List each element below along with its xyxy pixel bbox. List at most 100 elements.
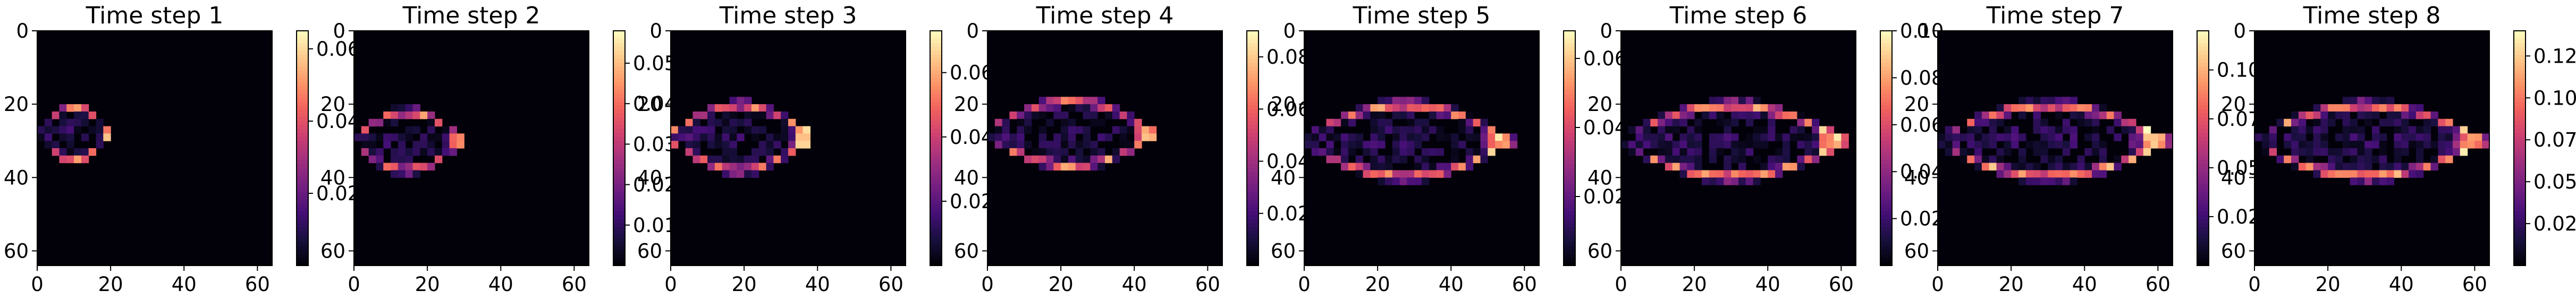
heatmap-cell [1038, 141, 1047, 149]
heatmap-cell [2409, 111, 2417, 119]
heatmap-cell [1996, 111, 2004, 119]
heatmap-cell [2135, 141, 2144, 149]
heatmap-cell [1348, 118, 1356, 127]
heatmap-cell [1414, 133, 1422, 141]
heatmap-cell [96, 118, 104, 127]
heatmap-cell [685, 148, 694, 156]
heatmap-cell [412, 148, 420, 156]
heatmap-cell [1046, 104, 1054, 112]
colorbar-segment [613, 50, 625, 55]
heatmap-cell [398, 104, 406, 112]
heatmap-cell [2379, 163, 2387, 171]
heatmap-cell [2040, 148, 2048, 156]
colorbar-segment [613, 113, 625, 117]
heatmap-cell [1061, 155, 1069, 164]
heatmap-cell [2445, 148, 2453, 156]
colorbar-segment [930, 234, 942, 239]
heatmap-cell [405, 170, 413, 178]
heatmap-cell [1716, 111, 1724, 119]
heatmap-cell [2328, 118, 2336, 127]
heatmap-cell [788, 118, 796, 127]
heatmap-cell [1974, 148, 1982, 156]
heatmap-cell [1745, 118, 1754, 127]
heatmap-cell [2335, 155, 2343, 164]
heatmap-cell [1819, 148, 1827, 156]
y-tick-label: 20 [954, 93, 979, 116]
panel-6: Time step 60 20 40 6002040600.020.040.060.0… [1587, 2, 1944, 296]
heatmap-cell [1061, 111, 1069, 119]
heatmap-cell [2025, 163, 2034, 171]
heatmap-cell [2401, 104, 2409, 112]
heatmap-cell [1429, 126, 1437, 134]
colorbar-segment [613, 234, 625, 239]
heatmap-cell [354, 133, 362, 141]
colorbar-segment [1247, 179, 1259, 184]
heatmap-cell [1053, 104, 1061, 112]
heatmap-cell [1775, 170, 1783, 178]
colorbar-segment [1247, 144, 1259, 149]
heatmap-cell [766, 155, 774, 164]
heatmap-cell [788, 141, 796, 149]
heatmap-cell [2313, 170, 2321, 178]
heatmap-cell [729, 118, 737, 127]
heatmap-cell [714, 104, 723, 112]
heatmap-cell [1724, 163, 1732, 171]
heatmap-cell [2357, 170, 2365, 178]
colorbar-segment [2514, 54, 2526, 59]
heatmap-cell [1738, 111, 1746, 119]
colorbar-segment [1247, 160, 1259, 165]
heatmap-cell [2320, 104, 2328, 112]
colorbar-segment [613, 97, 625, 102]
heatmap-cell [994, 141, 1003, 149]
heatmap-cell [1090, 104, 1098, 112]
heatmap-cell [2291, 118, 2299, 127]
heatmap-cell [391, 111, 399, 119]
heatmap-cell [2011, 126, 2019, 134]
heatmap-cell [2313, 148, 2321, 156]
heatmap-cell [1097, 148, 1105, 156]
colorbar-segment [1564, 121, 1575, 125]
heatmap-cell [729, 155, 737, 164]
colorbar-segment [2514, 93, 2526, 98]
heatmap-cell [2372, 177, 2380, 185]
axes-frame [987, 30, 1223, 266]
heatmap-cell [1399, 126, 1407, 134]
heatmap-cell [1643, 155, 1651, 164]
heatmap-cell [1075, 104, 1084, 112]
heatmap-cell [2386, 170, 2395, 178]
heatmap-cell [781, 155, 789, 164]
heatmap-cell [383, 111, 391, 119]
heatmap-cell [1068, 141, 1076, 149]
colorbar-segment [2514, 58, 2526, 63]
heatmap-cell [685, 133, 694, 141]
heatmap-cell [987, 133, 995, 141]
colorbar-segment [297, 42, 308, 47]
colorbar-segment [930, 42, 942, 47]
heatmap-cell [1473, 133, 1481, 141]
heatmap-cell [2313, 133, 2321, 141]
heatmap-cell [1068, 126, 1076, 134]
heatmap-cell [1075, 126, 1084, 134]
heatmap-cell [994, 126, 1003, 134]
colorbar-segment [1880, 210, 1892, 216]
heatmap-cell [1724, 170, 1732, 178]
colorbar-segment [613, 74, 625, 79]
y-tick-label: 40 [954, 166, 979, 189]
heatmap-cell [1097, 104, 1105, 112]
colorbar-segment [2514, 203, 2526, 208]
heatmap-cell [2423, 141, 2431, 149]
heatmap-cell [1061, 97, 1069, 105]
heatmap-cell [1384, 126, 1393, 134]
heatmap-cell [729, 148, 737, 156]
colorbar-segment [2514, 199, 2526, 203]
colorbar-segment [2514, 113, 2526, 117]
colorbar-segment [1880, 93, 1892, 98]
colorbar-segment [1564, 81, 1575, 86]
colorbar-segment [1564, 129, 1575, 133]
heatmap-cell [1127, 118, 1135, 127]
colorbar-segment [2197, 117, 2209, 122]
heatmap-cell [2401, 133, 2409, 141]
colorbar-segment [2514, 160, 2526, 165]
colorbar-segment [1564, 203, 1575, 208]
heatmap-cell [103, 133, 111, 141]
